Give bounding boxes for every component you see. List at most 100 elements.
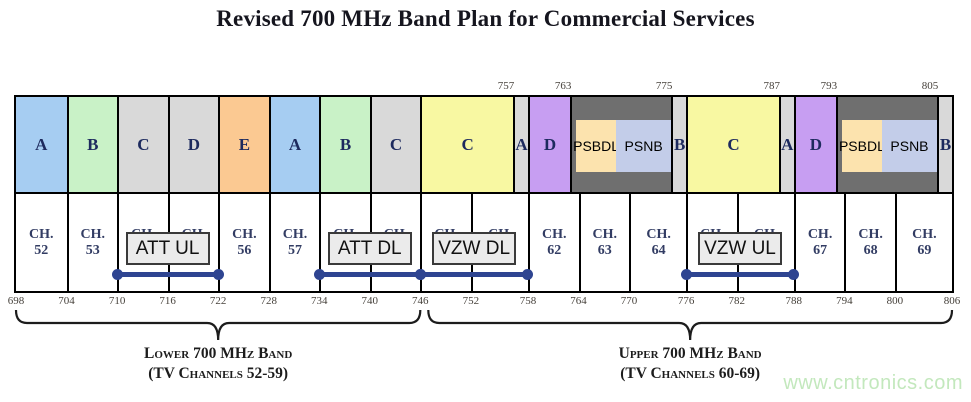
bottom-tick-758: 758 [519,295,537,307]
channel-prefix: CH. [807,227,833,243]
channel-prefix: CH. [282,227,308,243]
spectrum-block-label: A [35,134,48,154]
channel-prefix: CH. [232,227,257,243]
operator-label-vzw-dl: VZW DL [432,232,517,265]
bottom-tick-740: 740 [361,295,379,307]
spectrum-block-public-safety: PSB DL PSNB [835,97,937,192]
channel-number: 56 [237,242,252,258]
spectrum-block-b: B [937,97,952,192]
spectrum-block-b: B [319,97,370,192]
upper-band-title: Upper 700 MHz Band [618,345,762,362]
bottom-tick-710: 710 [108,295,126,307]
spectrum-block-a: A [268,97,320,192]
channel-cell-67: CH. 67 [793,194,845,291]
spectrum-block-label: D [187,134,201,154]
spectrum-block-label: B [673,134,686,154]
ps-label-line: PSNB [890,137,929,154]
bottom-tick-794: 794 [836,295,853,307]
band-brace [14,309,422,341]
psb-dl-block: PSB DL [573,120,620,172]
spectrum-block-label: D [543,134,557,154]
channel-number: 68 [863,242,878,258]
bottom-tick-782: 782 [728,295,745,307]
psb-dl-block: PSB DL [839,120,885,172]
spectrum-block-c: C [686,97,779,192]
spectrum-block-d: D [793,97,836,192]
operator-label-att-ul: ATT UL [125,232,210,265]
ps-label-line: PSB [573,137,602,154]
channel-number: 53 [85,242,100,258]
channel-prefix: CH. [858,227,883,243]
top-tick-787: 787 [763,80,781,92]
top-tick-763: 763 [554,80,572,92]
psnb-block: PSNB [616,120,672,172]
bottom-tick-806: 806 [943,295,961,307]
spectrum-block-d: D [167,97,219,192]
spectrum-block-a: A [512,97,528,192]
channel-prefix: CH. [592,227,618,243]
upper-band-label: Upper 700 MHz Band (TV Channels 60-69) [540,344,840,385]
range-endpoint-dot [414,269,426,280]
spectrum-block-label: C [389,134,403,154]
bottom-tick-752: 752 [462,295,480,307]
top-tick-757: 757 [497,80,515,92]
spectrum-block-a: A [778,97,794,192]
spectrum-block-d: D [527,97,571,192]
operator-range-line-vzw-dl [420,272,528,277]
ps-label-line: DL [601,137,620,154]
bottom-tick-746: 746 [412,295,429,307]
channel-number: 64 [651,242,666,258]
bottom-tick-770: 770 [620,295,638,307]
operator-range-line-vzw-ul [686,272,794,277]
top-tick-805: 805 [921,80,939,92]
spectrum-block-c: C [369,97,421,192]
channel-prefix: CH. [29,227,54,243]
spectrum-block-label: A [515,134,528,154]
band-brace [427,309,954,341]
ps-label-line: PSNB [624,137,663,154]
channel-prefix: CH. [646,227,671,243]
spectrum-block-c: C [117,97,168,192]
channel-cell-64: CH. 64 [629,194,687,291]
channel-prefix: CH. [541,227,567,243]
range-endpoint-dot [212,269,224,280]
upper-band-subtitle: (TV Channels 60-69) [620,365,761,383]
bottom-tick-698: 698 [7,295,25,307]
spectrum-block-b: B [671,97,687,192]
spectrum-block-label: B [87,134,99,154]
operator-range-line-att-ul [117,272,219,277]
spectrum-block-label: B [339,134,352,154]
bottom-tick-800: 800 [886,295,904,307]
spectrum-block-c: C [420,97,513,192]
channel-number: 69 [917,242,932,258]
bottom-tick-716: 716 [159,295,176,307]
spectrum-block-label: C [137,134,150,154]
range-endpoint-dot [788,269,800,280]
channel-cell-52: CH. 52 [16,194,67,291]
range-endpoint-dot [313,269,325,280]
spectrum-block-b: B [66,97,118,192]
watermark: www.cntronics.com [783,372,963,394]
spectrum-block-label: C [461,134,474,154]
channel-number: 62 [547,242,562,258]
bottom-tick-728: 728 [260,295,277,307]
lower-band-label: Lower 700 MHz Band (TV Channels 52-59) [68,344,368,385]
top-tick-793: 793 [820,80,838,92]
channel-number: 67 [813,242,828,258]
channel-cell-63: CH. 63 [578,194,630,291]
spectrum-block-a: A [16,97,67,192]
channel-prefix: CH. [80,227,106,243]
spectrum-block-label: B [939,134,952,154]
channel-number: 57 [287,242,302,258]
range-endpoint-dot [680,269,692,280]
channel-cell-57: CH. 57 [268,194,320,291]
lower-band-subtitle: (TV Channels 52-59) [148,365,289,383]
psnb-block: PSNB [881,120,937,172]
spectrum-block-label: E [238,134,251,154]
bottom-tick-788: 788 [785,295,803,307]
channel-cell-62: CH. 62 [527,194,579,291]
spectrum-block-label: C [727,134,740,154]
range-endpoint-dot [111,269,123,280]
operator-label-vzw-ul: VZW UL [697,232,782,265]
